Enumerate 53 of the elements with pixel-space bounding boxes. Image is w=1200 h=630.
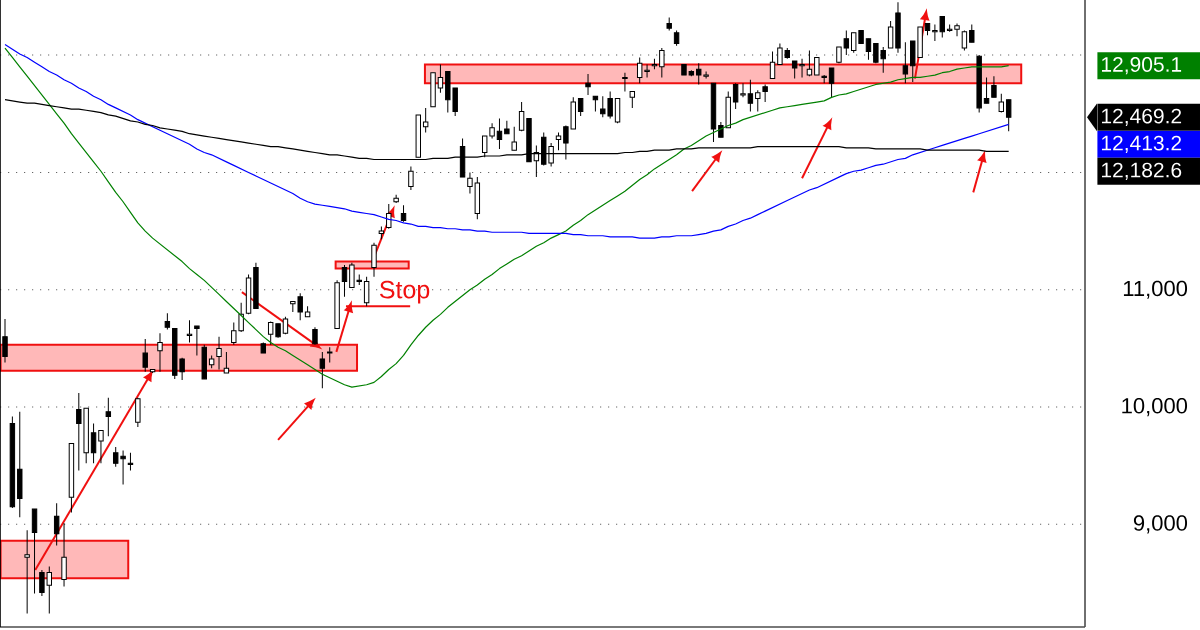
candlestick bbox=[31, 508, 38, 595]
text: 12,469.2 bbox=[1102, 108, 1182, 126]
candlestick bbox=[24, 529, 30, 614]
candlestick bbox=[319, 351, 326, 389]
candlestick bbox=[865, 38, 872, 61]
candlestick bbox=[747, 79, 754, 112]
candlestick bbox=[223, 351, 230, 374]
candlestick bbox=[511, 126, 517, 151]
candlestick bbox=[902, 41, 909, 84]
candlestick bbox=[98, 430, 104, 464]
candlestick bbox=[1005, 99, 1012, 132]
text: 12,182.6 bbox=[1102, 162, 1182, 180]
candlestick bbox=[216, 336, 222, 370]
candlestick bbox=[755, 89, 761, 112]
candlestick bbox=[659, 47, 665, 78]
candlestick bbox=[194, 325, 200, 356]
y-tick-label: 9,000 bbox=[1133, 515, 1188, 534]
candlestick bbox=[437, 64, 444, 94]
candlestick bbox=[142, 338, 148, 373]
candlestick bbox=[105, 397, 112, 437]
candlestick bbox=[983, 76, 990, 104]
y-tick-label: 11,000 bbox=[1123, 280, 1188, 299]
text: 12,413.2 bbox=[1102, 135, 1182, 153]
candlestick bbox=[408, 166, 414, 191]
annotation: Stop bbox=[379, 280, 430, 304]
candlestick bbox=[90, 422, 97, 464]
candlestick bbox=[518, 101, 525, 132]
candlestick bbox=[371, 242, 377, 278]
candlestick bbox=[393, 194, 399, 204]
candlestick bbox=[732, 82, 739, 110]
candlestick bbox=[991, 75, 997, 98]
candlestick bbox=[998, 93, 1005, 114]
candlestick bbox=[496, 117, 503, 150]
candlestick bbox=[961, 29, 968, 51]
candlestick bbox=[363, 276, 370, 307]
candlestick bbox=[828, 67, 835, 98]
candlestick bbox=[887, 20, 894, 49]
candlestick bbox=[157, 332, 163, 373]
candlestick bbox=[422, 107, 429, 134]
candlestick bbox=[762, 83, 768, 103]
candlestick bbox=[53, 502, 60, 546]
candlestick bbox=[806, 49, 813, 77]
candlestick bbox=[740, 82, 746, 98]
candlestick bbox=[341, 264, 348, 298]
candlestick bbox=[614, 98, 621, 124]
y-tick-label: 10,000 bbox=[1122, 397, 1188, 417]
candlestick bbox=[622, 72, 628, 92]
candlestick bbox=[186, 319, 193, 344]
candlestick bbox=[135, 397, 141, 428]
text: 12,905.1 bbox=[1102, 57, 1182, 75]
candlestick bbox=[769, 51, 776, 80]
candlestick bbox=[61, 522, 67, 588]
candlestick bbox=[585, 73, 591, 96]
